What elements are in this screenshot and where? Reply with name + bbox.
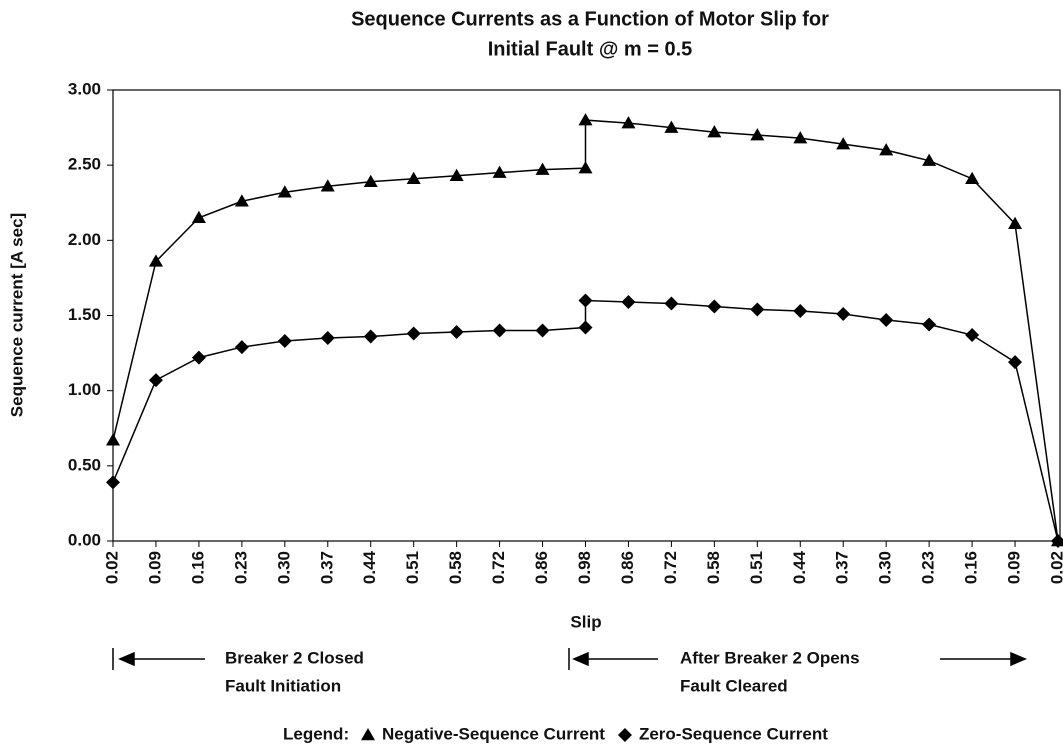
data-point: [406, 326, 421, 341]
data-point: [922, 153, 937, 166]
x-tick-label: 0.02: [102, 551, 121, 584]
data-point: [836, 137, 851, 150]
arrow-head: [572, 651, 589, 667]
arrow-head: [118, 651, 135, 667]
x-tick-label: 0.37: [317, 551, 336, 584]
data-point: [449, 168, 464, 181]
x-tick-label: 0.16: [188, 551, 207, 584]
x-tick-label: 0.86: [618, 551, 637, 584]
y-tick-label: 2.50: [68, 155, 101, 174]
x-tick-label: 0.37: [833, 551, 852, 584]
data-point: [492, 323, 507, 338]
annotation: Breaker 2 Closed: [225, 648, 364, 667]
data-point: [750, 302, 765, 317]
data-point: [621, 294, 636, 309]
x-tick-label: 0.72: [661, 551, 680, 584]
data-point: [363, 329, 378, 344]
x-tick-label: 0.02: [1047, 551, 1063, 584]
data-point: [965, 328, 980, 343]
y-axis-label: Sequence current [A sec]: [7, 213, 26, 417]
series-line: [112, 299, 1059, 542]
x-axis-label: Slip: [570, 612, 601, 631]
x-tick-label: 0.58: [704, 551, 723, 584]
data-point: [879, 313, 894, 328]
annotation: Fault Cleared: [680, 676, 788, 695]
data-point: [363, 174, 378, 187]
y-tick-label: 3.00: [68, 79, 101, 98]
y-tick-label: 0.00: [68, 530, 101, 549]
x-tick-label: 0.30: [876, 551, 895, 584]
data-point: [750, 128, 765, 141]
x-tick-label: 0.98: [575, 551, 594, 584]
x-tick-label: 0.51: [403, 551, 422, 584]
data-point: [664, 120, 679, 133]
legend-marker: [617, 728, 632, 742]
data-point: [578, 293, 593, 308]
chart-title: Initial Fault @ m = 0.5: [488, 38, 693, 60]
y-tick-label: 1.50: [68, 305, 101, 324]
chart-title: Sequence Currents as a Function of Motor…: [351, 8, 829, 30]
y-tick-label: 2.00: [68, 230, 101, 249]
data-point: [148, 373, 163, 388]
data-point: [234, 340, 249, 355]
x-tick-label: 0.58: [446, 551, 465, 584]
legend-title: Legend:: [283, 724, 349, 743]
data-point: [106, 433, 120, 446]
data-point: [148, 254, 163, 267]
data-point: [965, 171, 980, 184]
legend-label: Zero-Sequence Current: [639, 724, 828, 743]
arrow-head: [1010, 651, 1027, 667]
data-point: [234, 194, 249, 207]
data-point: [535, 162, 550, 175]
x-tick-label: 0.72: [489, 551, 508, 584]
x-tick-label: 0.16: [962, 551, 981, 584]
legend-marker: [361, 728, 375, 741]
data-point: [1051, 534, 1063, 548]
x-tick-label: 0.44: [360, 550, 379, 584]
annotation: Fault Initiation: [225, 676, 341, 695]
annotation: After Breaker 2 Opens: [680, 648, 860, 667]
data-point: [621, 116, 636, 129]
data-point: [707, 299, 722, 314]
data-point: [578, 161, 593, 174]
data-point: [578, 113, 593, 126]
x-tick-label: 0.23: [231, 551, 250, 584]
data-point: [277, 334, 292, 349]
data-point: [879, 143, 894, 156]
x-tick-label: 0.44: [790, 550, 809, 584]
legend-label: Negative-Sequence Current: [382, 724, 605, 743]
x-tick-label: 0.86: [532, 551, 551, 584]
data-point: [793, 303, 808, 318]
data-point: [492, 165, 507, 178]
data-point: [277, 185, 292, 198]
y-tick-label: 1.00: [68, 380, 101, 399]
data-point: [836, 306, 851, 321]
data-point: [578, 320, 593, 335]
data-point: [449, 325, 464, 340]
data-point: [106, 475, 120, 490]
x-tick-label: 0.51: [747, 551, 766, 584]
data-point: [320, 179, 335, 192]
y-tick-label: 0.50: [68, 455, 101, 474]
data-point: [922, 317, 937, 332]
data-point: [535, 323, 550, 338]
x-tick-label: 0.23: [919, 551, 938, 584]
data-point: [1008, 355, 1023, 370]
data-point: [191, 210, 206, 224]
data-point: [406, 171, 421, 184]
x-tick-label: 0.09: [145, 551, 164, 584]
data-point: [1008, 216, 1023, 230]
data-point: [707, 125, 722, 138]
data-point: [664, 296, 679, 311]
data-point: [191, 350, 206, 365]
x-tick-label: 0.30: [274, 551, 293, 584]
data-point: [793, 131, 808, 144]
annotation-arrows: [112, 648, 1027, 670]
series-line: [112, 119, 1059, 542]
data-point: [320, 331, 335, 346]
x-tick-label: 0.09: [1005, 551, 1024, 584]
